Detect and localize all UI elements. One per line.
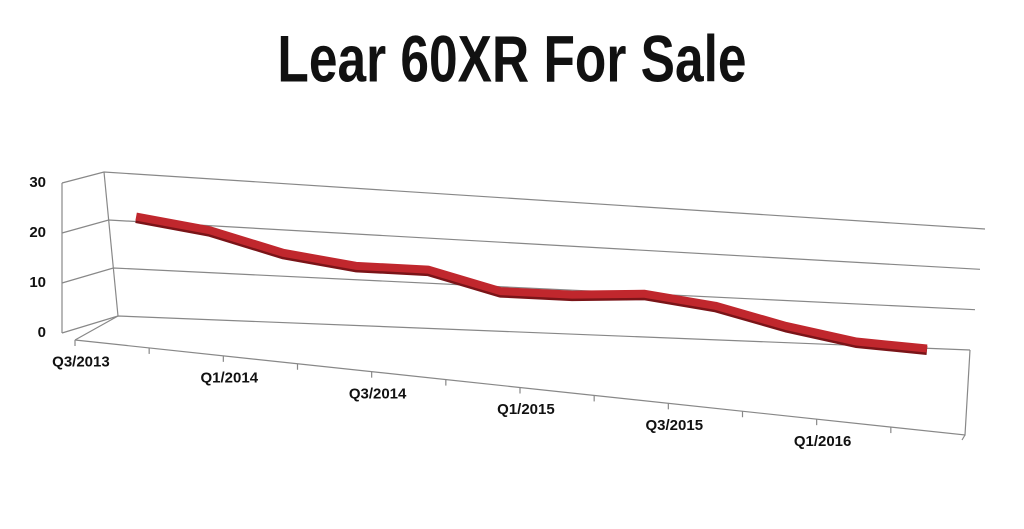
wall-left <box>103 171 119 317</box>
y-tick-label: 30 <box>29 174 46 191</box>
x-tick-label: Q3/2014 <box>349 385 407 402</box>
chart-title: Lear 60XR For Sale <box>277 21 746 96</box>
right-edge <box>961 434 966 441</box>
x-tick-label: Q1/2014 <box>200 369 258 386</box>
x-tick-label: Q1/2015 <box>497 401 555 418</box>
y-tick-label: 10 <box>29 274 46 291</box>
y-tick-label: 0 <box>38 324 46 341</box>
data-line <box>135 212 928 353</box>
grid-line <box>61 267 976 311</box>
grid-line <box>61 219 981 270</box>
x-tick-label: Q3/2013 <box>52 354 110 371</box>
y-tick-label: 20 <box>29 224 46 241</box>
x-tick-label: Q3/2015 <box>645 417 703 434</box>
floor-edge <box>74 339 971 436</box>
grid-line <box>61 171 986 230</box>
floor-side <box>74 315 119 341</box>
x-tick-label: Q1/2016 <box>794 433 852 450</box>
grid-line <box>61 315 971 351</box>
